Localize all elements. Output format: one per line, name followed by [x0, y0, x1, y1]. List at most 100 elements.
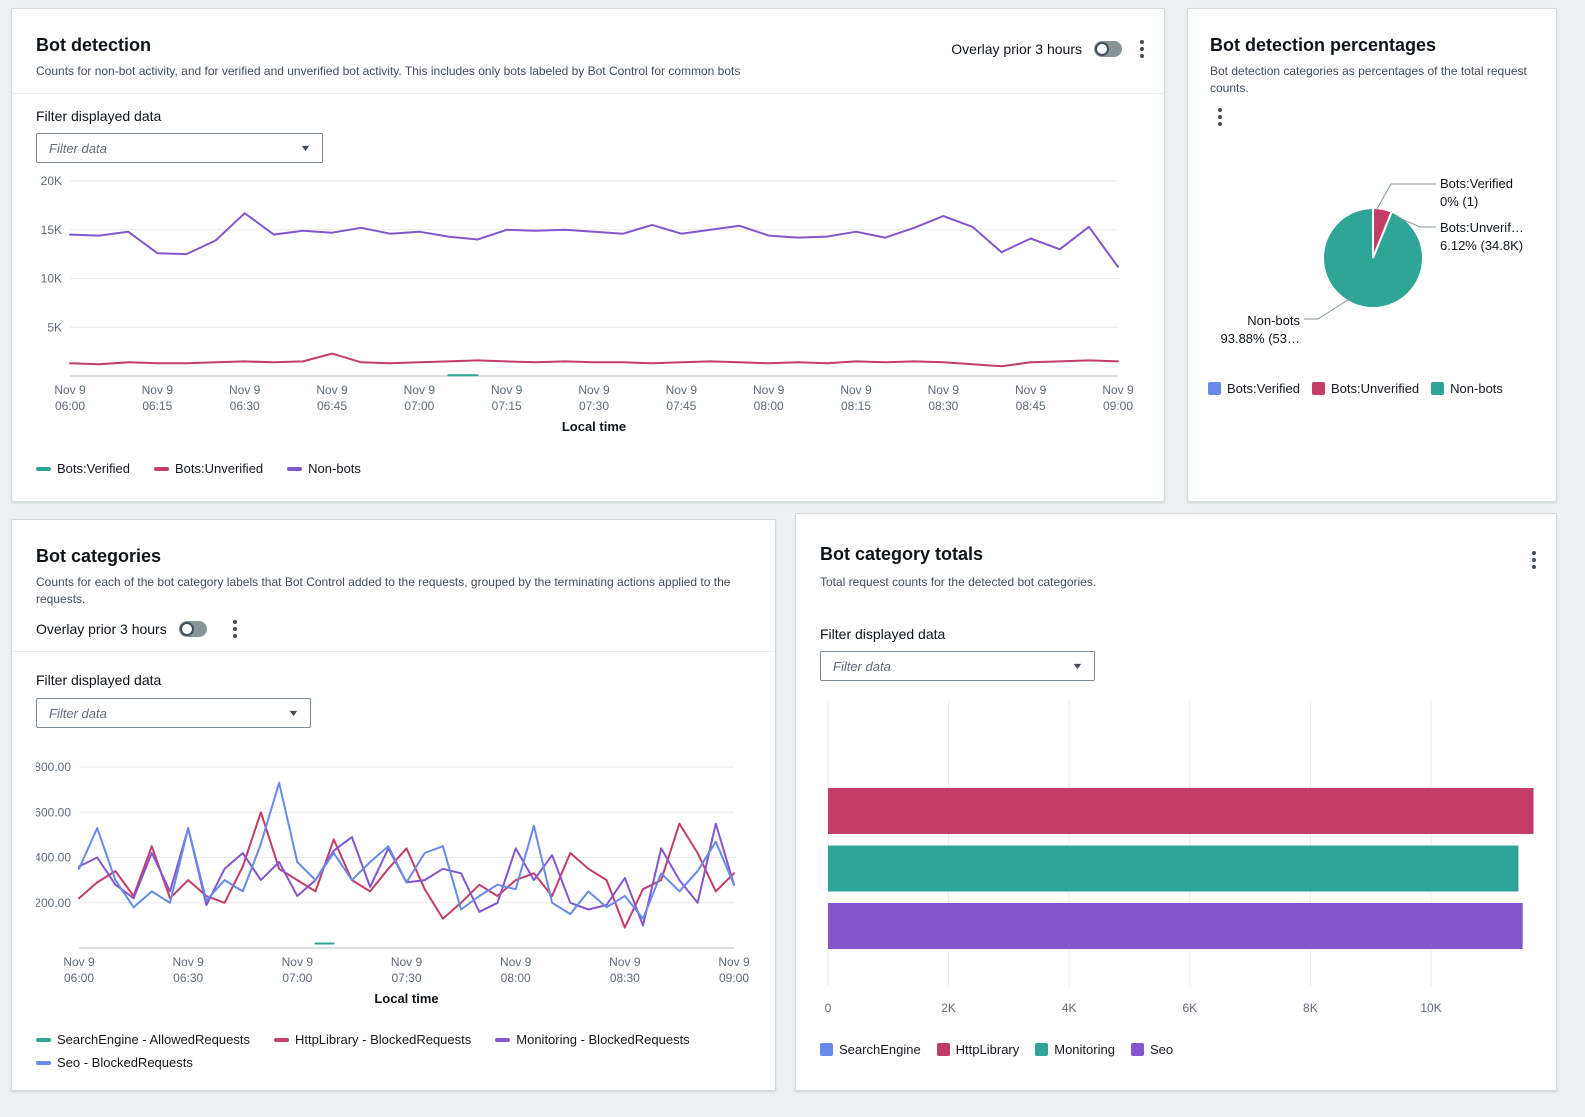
panel-title: Bot categories [36, 546, 162, 566]
bot-percentages-pie-chart[interactable]: Bots:Verified 0% (1) Bots:Unverif… 6.12% (3… [1188, 137, 1558, 386]
svg-text:Nov 906:30: Nov 9 06:30 [172, 955, 204, 985]
svg-text:15K: 15K [41, 223, 62, 237]
filter-label: Filter displayed data [36, 672, 162, 688]
svg-text:8K: 8K [1303, 1001, 1318, 1015]
svg-text:2K: 2K [941, 1001, 956, 1015]
panel-title: Bot category totals [820, 544, 984, 564]
legend-item-monitoring[interactable]: Monitoring [1035, 1042, 1115, 1057]
pie-label-value: 93.88% (53… [1221, 331, 1301, 346]
bar-httplibrary[interactable] [828, 788, 1534, 834]
legend-label: Monitoring - BlockedRequests [516, 1032, 690, 1047]
overlay-toggle[interactable] [1094, 41, 1122, 57]
overlay-toggle[interactable] [178, 621, 207, 637]
legend-item-searchengine-allowedrequests[interactable]: SearchEngine - AllowedRequests [36, 1032, 250, 1047]
legend-item-searchengine[interactable]: SearchEngine [820, 1042, 921, 1057]
svg-text:10K: 10K [1420, 1001, 1441, 1015]
bot-category-totals-bar-chart[interactable]: 0 2K 4K 6K 8K 10K [820, 694, 1534, 1029]
panel-description: Counts for each of the bot category labe… [36, 575, 731, 607]
legend-item-non-bots[interactable]: Non-bots [287, 461, 361, 476]
svg-text:5K: 5K [47, 320, 62, 334]
svg-text:Local time: Local time [374, 991, 438, 1006]
svg-text:Nov 907:30: Nov 9 07:30 [391, 955, 423, 985]
legend-label: Seo [1149, 1042, 1174, 1057]
legend-swatch [495, 1037, 511, 1042]
legend-label: Bots:Verified [57, 461, 130, 476]
kebab-menu-icon[interactable] [227, 615, 243, 643]
legend-item-bots-verified[interactable]: Bots:Verified [36, 461, 130, 476]
legend-item-non-bots[interactable]: Non-bots [1431, 381, 1503, 396]
panel-description: Bot detection categories as percentages … [1210, 64, 1527, 96]
header-divider [12, 651, 775, 652]
legend-item-httplibrary-blockedrequests[interactable]: HttpLibrary - BlockedRequests [273, 1032, 472, 1047]
legend-swatch [1130, 1043, 1144, 1056]
svg-text:Nov 908:00: Nov 9 08:00 [753, 383, 785, 413]
legend-swatch [287, 466, 303, 471]
svg-text:20K: 20K [41, 174, 62, 188]
filter-select[interactable]: Filter data ▼ [820, 651, 1095, 681]
legend-label: Non-bots [1450, 381, 1503, 396]
legend-item-httplibrary[interactable]: HttpLibrary [936, 1042, 1020, 1057]
svg-text:Nov 906:45: Nov 9 06:45 [316, 383, 348, 413]
bot-category-totals-svg: 0 2K 4K 6K 8K 10K [825, 701, 1534, 1015]
svg-text:800.00: 800.00 [36, 760, 71, 774]
panel-title: Bot detection [36, 35, 151, 55]
series-line-seo-blockedrequests [78, 781, 735, 920]
panel-bot-detection: Bot detection Counts for non-bot activit… [11, 8, 1165, 502]
header-controls: Overlay prior 3 hours [951, 35, 1150, 63]
svg-text:Nov 907:45: Nov 9 07:45 [666, 383, 698, 413]
bot-detection-line-chart[interactable]: 5K 10K 15K 20K Nov 9 06:00 Nov 9 06:15 Nov 9 06:3… [36, 173, 1142, 450]
bar-monitoring[interactable] [828, 845, 1519, 892]
legend-item-seo-blockedrequests[interactable]: Seo - BlockedRequests [36, 1055, 193, 1070]
kebab-menu-icon[interactable] [1212, 103, 1228, 131]
pie-label-name: Non-bots [1247, 313, 1300, 328]
chart-legend: Bots:Verified Bots:Unverified Non-bots [1208, 381, 1548, 396]
svg-text:600.00: 600.00 [36, 805, 71, 819]
series-line-bots-unverified [69, 352, 1119, 368]
legend-item-seo[interactable]: Seo [1130, 1042, 1174, 1057]
svg-text:Nov 906:00: Nov 9 06:00 [54, 383, 86, 413]
svg-text:Nov 908:30: Nov 9 08:30 [928, 383, 960, 413]
kebab-menu-icon[interactable] [1526, 546, 1542, 574]
panel-description: Counts for non-bot activity, and for ver… [36, 64, 741, 78]
legend-item-monitoring-blockedrequests[interactable]: Monitoring - BlockedRequests [495, 1032, 690, 1047]
svg-text:Nov 908:00: Nov 9 08:00 [500, 955, 532, 985]
legend-item-bots-unverified[interactable]: Bots:Unverified [154, 461, 263, 476]
toggle-knob-icon [179, 622, 194, 636]
svg-text:Nov 906:30: Nov 9 06:30 [229, 383, 261, 413]
filter-select[interactable]: Filter data ▼ [36, 698, 311, 728]
pie-slice-non-bots[interactable] [1322, 206, 1424, 309]
filter-placeholder: Filter data [833, 658, 891, 674]
overlay-controls: Overlay prior 3 hours [36, 615, 243, 643]
legend-swatch [1312, 382, 1325, 395]
chart-legend: Bots:Verified Bots:Unverified Non-bots [36, 461, 1136, 476]
legend-label: HttpLibrary - BlockedRequests [294, 1032, 472, 1047]
panel-bot-detection-percentages: Bot detection percentages Bot detection … [1187, 8, 1557, 502]
filter-placeholder: Filter data [49, 140, 107, 156]
legend-swatch [36, 1060, 51, 1065]
series-line-non-bots [69, 212, 1119, 268]
svg-text:400.00: 400.00 [36, 851, 71, 865]
legend-swatch [36, 466, 51, 471]
svg-text:Local time: Local time [562, 419, 626, 434]
bar-seo[interactable] [828, 903, 1523, 949]
filter-label: Filter displayed data [36, 108, 162, 124]
legend-label: HttpLibrary [955, 1042, 1020, 1057]
svg-text:200.00: 200.00 [36, 896, 71, 910]
panel-title: Bot detection percentages [1210, 35, 1437, 55]
svg-text:0: 0 [825, 1001, 832, 1015]
panel-description: Total request counts for the detected bo… [820, 575, 1097, 589]
kebab-menu-icon[interactable] [1134, 35, 1150, 63]
pie-label-name: Bots:Unverif… [1440, 220, 1524, 235]
svg-text:Nov 906:15: Nov 9 06:15 [142, 383, 174, 413]
svg-text:Nov 908:30: Nov 9 08:30 [609, 955, 641, 985]
chevron-down-icon: ▼ [1071, 661, 1084, 671]
filter-select[interactable]: Filter data ▼ [36, 133, 323, 163]
filter-placeholder: Filter data [49, 705, 107, 721]
legend-item-bots-unverified[interactable]: Bots:Unverified [1312, 381, 1419, 396]
svg-text:Nov 908:15: Nov 9 08:15 [840, 383, 872, 413]
panel-bot-category-totals: Bot category totals Total request counts… [795, 513, 1557, 1091]
legend-item-bots-verified[interactable]: Bots:Verified [1208, 381, 1300, 396]
svg-text:Nov 907:00: Nov 9 07:00 [404, 383, 436, 413]
